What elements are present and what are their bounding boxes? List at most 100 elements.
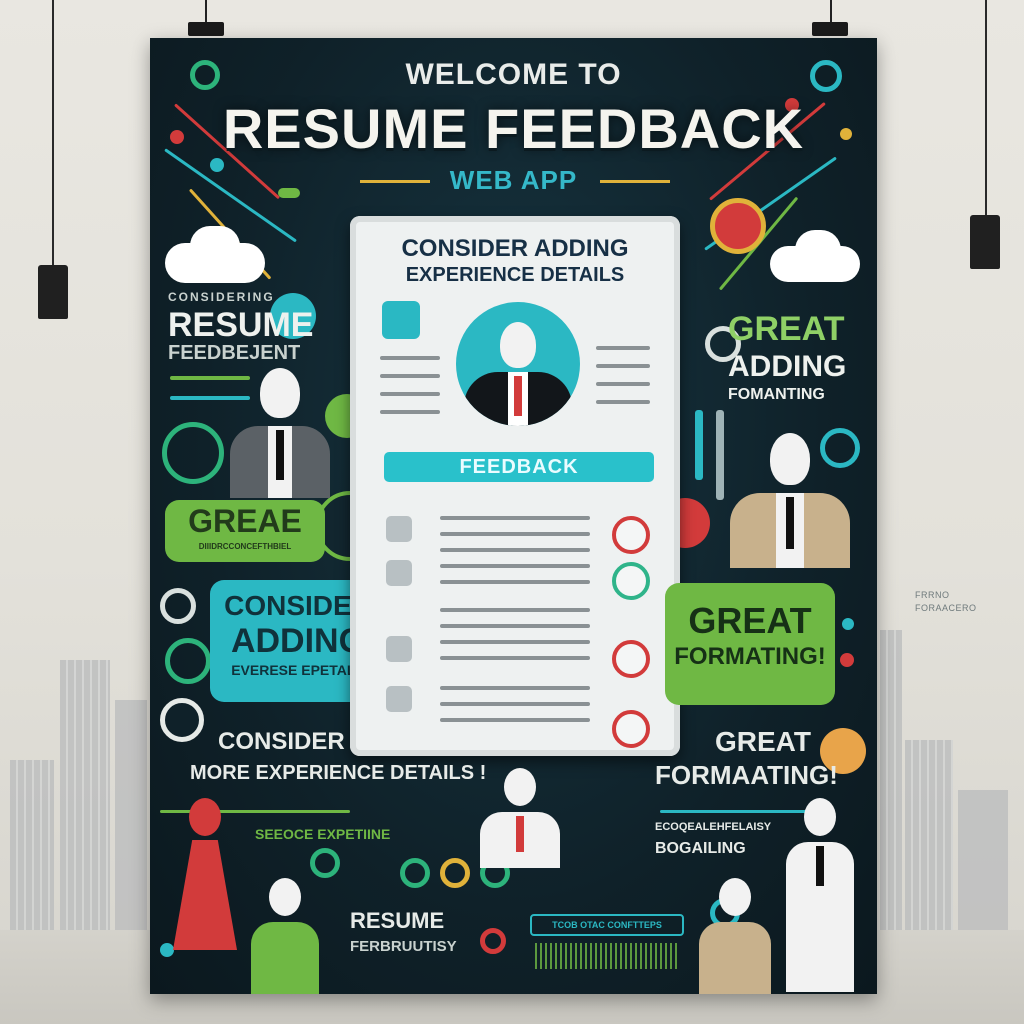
background-building: [60, 660, 110, 930]
text-line: [440, 624, 590, 628]
ring-decoration: [310, 848, 340, 878]
dot-decoration: [840, 653, 854, 667]
bottom-resume-sub: FERBRUUTISY: [350, 938, 457, 955]
check-circle-icon: [612, 516, 650, 554]
title-rule: [360, 180, 430, 183]
ring-decoration: [165, 638, 211, 684]
text-line: [440, 564, 590, 568]
resume-heading: RESUME: [168, 306, 314, 344]
ring-decoration: [440, 858, 470, 888]
ring-decoration: [705, 326, 741, 362]
person-illustration: [245, 878, 325, 994]
dot-decoration: [278, 188, 300, 198]
text-line: [380, 356, 440, 360]
list-marker: [386, 516, 412, 542]
striped-bar: [535, 943, 680, 969]
side-note: FRRNO: [915, 590, 950, 600]
great-heading: GREAT: [728, 310, 845, 348]
feedback-bar: FEEDBACK: [384, 452, 654, 482]
person-avatar-icon: [382, 301, 420, 339]
bottom-left-line2: MORE EXPERIENCE DETAILS !: [190, 762, 487, 784]
lamp-cord: [985, 0, 987, 215]
bottom-bar: TCOB OTAC CONFTTEPS: [530, 914, 684, 936]
person-illustration: [780, 798, 860, 994]
dot-decoration: [785, 98, 799, 112]
text-line: [440, 718, 590, 722]
list-marker: [386, 686, 412, 712]
ring-decoration: [160, 588, 196, 624]
hanger-wire: [830, 0, 832, 24]
hanger-wire: [205, 0, 207, 24]
text-line: [596, 364, 650, 368]
background-building: [115, 700, 147, 930]
hanger-clip: [188, 22, 224, 36]
text-line: [440, 580, 590, 584]
bottom-right-line2: FORMAATING!: [655, 760, 838, 790]
text-line: [440, 686, 590, 690]
background-building: [10, 760, 54, 930]
person-illustration: [165, 798, 245, 994]
welcome-text: WELCOME TO: [405, 58, 622, 91]
check-circle-icon: [612, 710, 650, 748]
cloud-icon: [795, 230, 841, 270]
great-formatting-line1: GREAT: [688, 600, 812, 641]
ring-decoration: [820, 428, 860, 468]
text-line: [440, 702, 590, 706]
person-illustration: [480, 768, 560, 868]
ring-decoration: [190, 60, 220, 90]
background-building: [958, 790, 1008, 930]
list-marker: [386, 636, 412, 662]
background-building: [880, 630, 902, 930]
bottom-resume: RESUME: [350, 908, 445, 933]
ring-decoration: [162, 422, 224, 484]
bottom-left-line1: CONSIDER: [218, 728, 345, 755]
teal-circle-icon: [270, 293, 316, 339]
dot-decoration: [842, 618, 854, 630]
check-circle-icon: [612, 562, 650, 600]
bottom-strip-right2: BOGAILING: [655, 840, 746, 857]
target-icon: [710, 198, 766, 254]
great-formatting-bubble: GREAT FORMATING!: [665, 583, 835, 705]
background-building: [905, 740, 953, 930]
small-heading: CONSIDERING: [168, 290, 275, 304]
dot-decoration: [160, 943, 174, 957]
great-sub: DIIIDRCCONCEFTHBIEL: [198, 542, 292, 551]
text-line: [440, 608, 590, 612]
pen-icon: [716, 410, 724, 500]
check-circle-icon: [612, 640, 650, 678]
hanger-clip: [812, 22, 848, 36]
title-rule: [600, 180, 670, 183]
text-line: [380, 392, 440, 396]
person-illustration: [695, 878, 775, 994]
text-line: [380, 410, 440, 414]
text-line: [440, 640, 590, 644]
consider-line3: EVERESE EPETALS: [231, 662, 365, 678]
poster: WELCOME TO RESUME FEEDBACK WEB APP CONSI…: [150, 38, 877, 994]
text-line: [596, 400, 650, 404]
dot-decoration: [840, 128, 852, 140]
great-label: GREAE: [188, 503, 302, 539]
text-line: [440, 548, 590, 552]
lamp-cord: [52, 0, 54, 265]
text-line: [380, 374, 440, 378]
poster-subtitle: WEB APP: [449, 165, 578, 195]
pendant-lamp: [38, 265, 68, 319]
great-bubble: GREAE DIIIDRCCONCEFTHBIEL: [165, 500, 325, 562]
adding-heading: ADDING: [728, 350, 847, 383]
great-formatting-line2: FORMATING!: [674, 643, 826, 670]
list-marker: [386, 560, 412, 586]
text-line: [596, 382, 650, 386]
hand-icon: [160, 698, 204, 742]
text-line: [440, 516, 590, 520]
divider-line: [660, 810, 810, 813]
profile-avatar: [456, 302, 580, 426]
person-illustration: [230, 368, 330, 498]
text-line: [596, 346, 650, 350]
consider-line2: ADDING: [230, 622, 366, 660]
text-line: [170, 396, 250, 400]
ring-decoration: [400, 858, 430, 888]
consider-line1: CONSIDER: [224, 590, 372, 621]
person-illustration: [730, 433, 850, 568]
bottom-strip-left: SEEOCE EXPETIINE: [255, 826, 391, 842]
pen-icon: [695, 410, 703, 480]
